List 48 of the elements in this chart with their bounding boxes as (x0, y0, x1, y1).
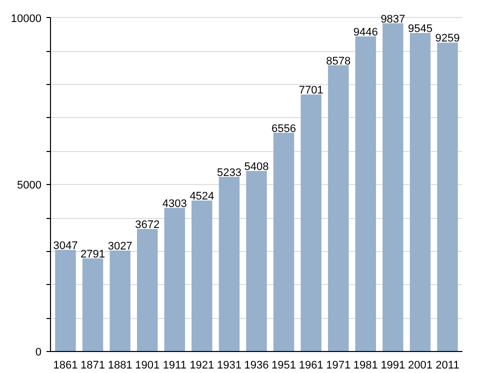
x-tick-label: 1881 (108, 360, 132, 372)
bar (437, 42, 458, 352)
bar (82, 258, 104, 352)
data-label: 8578 (326, 55, 351, 68)
data-label: 9545 (408, 23, 432, 36)
bar (328, 65, 349, 352)
x-tick-label: 1936 (244, 360, 269, 372)
data-label: 9259 (435, 32, 460, 45)
data-label: 7701 (298, 84, 324, 97)
y-tick-label: 0 (35, 346, 42, 358)
data-label: 4303 (162, 198, 187, 210)
data-label: 6556 (272, 122, 296, 135)
bar (136, 228, 158, 352)
x-tick-label: 1961 (298, 360, 324, 372)
bar (55, 250, 76, 352)
y-tick-label: 5000 (17, 180, 42, 192)
x-tick-label: 1931 (216, 360, 242, 372)
bar (164, 208, 186, 352)
data-label: 9837 (380, 13, 406, 26)
bar (192, 200, 212, 352)
y-tick-label: 10000 (10, 12, 42, 25)
data-label: 5233 (216, 166, 242, 179)
x-tick-label: 2001 (408, 360, 432, 372)
data-label: 4524 (190, 190, 214, 203)
bar (355, 36, 376, 352)
bar (273, 132, 294, 352)
x-tick-label: 1871 (80, 360, 106, 372)
data-label: 3047 (53, 240, 78, 252)
bar (246, 171, 267, 352)
data-label: 5408 (244, 161, 269, 174)
x-tick-label: 1901 (135, 360, 160, 372)
x-tick-label: 1921 (190, 360, 214, 372)
bar (110, 250, 130, 352)
bar (218, 176, 240, 352)
x-tick-label: 1991 (380, 360, 406, 372)
x-tick-label: 1911 (162, 360, 186, 372)
bar (382, 23, 404, 352)
x-tick-label: 1971 (326, 360, 351, 372)
x-tick-label: 1951 (272, 360, 296, 372)
bar (410, 33, 431, 352)
bar (300, 94, 322, 352)
data-label: 9446 (353, 26, 378, 38)
data-label: 3027 (108, 240, 132, 253)
data-label: 2791 (80, 248, 106, 260)
data-label: 3672 (135, 218, 160, 231)
x-tick-label: 1981 (353, 360, 378, 372)
x-tick-label: 2011 (436, 360, 460, 372)
x-tick-label: 1861 (53, 360, 78, 372)
